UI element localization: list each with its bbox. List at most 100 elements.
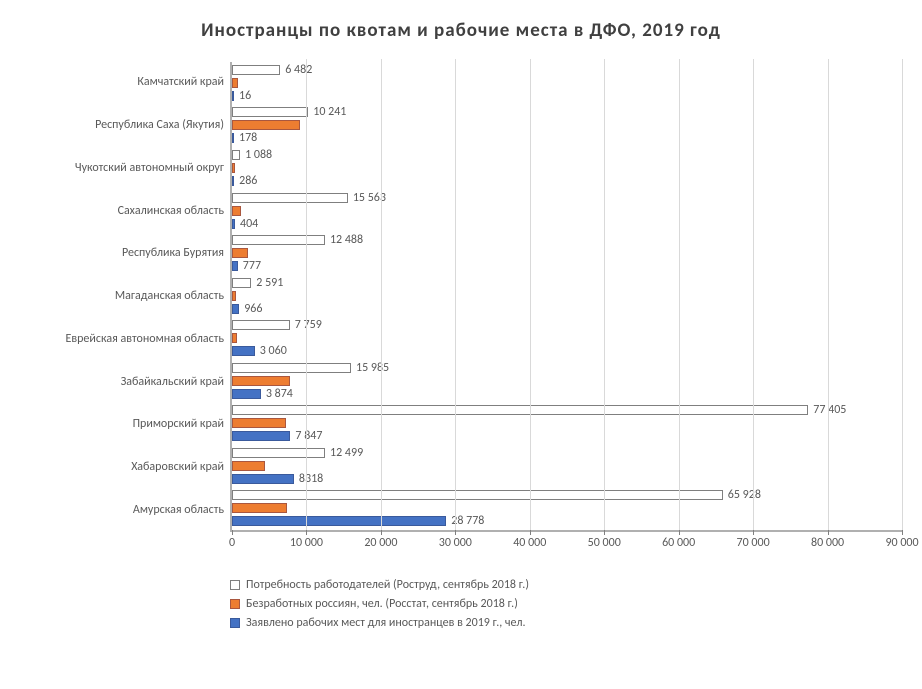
bar-row [232, 333, 902, 343]
bar-row: 2 591 [232, 276, 902, 290]
bar [232, 431, 290, 441]
legend: Потребность работодателей (Роструд, сент… [230, 578, 902, 630]
bar [232, 389, 261, 399]
bar-row: 1 088 [232, 148, 902, 162]
gridline [306, 59, 307, 530]
category-label: Еврейская автономная область [20, 318, 224, 361]
bar-groups: 6 4821610 2411781 08828615 56340412 4887… [232, 62, 902, 530]
bar-value-label: 286 [239, 174, 257, 188]
bar-group: 2 591966 [232, 274, 902, 317]
bar [232, 65, 280, 75]
category-label: Республика Бурятия [20, 233, 224, 276]
bar [232, 107, 308, 117]
legend-item: Безработных россиян, чел. (Росстат, сент… [230, 597, 902, 611]
bar-row [232, 291, 902, 301]
legend-label: Заявлено рабочих мест для иностранцев в … [246, 616, 525, 630]
bar [232, 193, 348, 203]
bar [232, 346, 255, 356]
x-tick-label: 40 000 [513, 530, 546, 550]
plot-area: Камчатский крайРеспублика Саха (Якутия)Ч… [20, 62, 902, 532]
x-tick-label: 30 000 [439, 530, 472, 550]
bar [232, 333, 237, 343]
bar-value-label: 8318 [299, 472, 323, 486]
bar-group: 7 7593 060 [232, 317, 902, 360]
bar-value-label: 12 499 [330, 446, 363, 460]
bar-group: 65 928 28 778 [232, 487, 902, 530]
bar [232, 120, 300, 130]
bar [232, 163, 235, 173]
bar-row: 3 060 [232, 344, 902, 358]
bar-row [232, 461, 902, 471]
gridline [753, 59, 754, 530]
legend-swatch [230, 618, 240, 628]
legend-item: Заявлено рабочих мест для иностранцев в … [230, 616, 902, 630]
category-label: Чукотский автономный округ [20, 147, 224, 190]
bar [232, 448, 325, 458]
category-label: Амурская область [20, 489, 224, 532]
gridline [604, 59, 605, 530]
bar [232, 206, 241, 216]
x-tick-label: 10 000 [290, 530, 323, 550]
bar-value-label: 6 482 [285, 63, 312, 77]
bar-value-label: 10 241 [313, 105, 346, 119]
y-axis-labels: Камчатский крайРеспублика Саха (Якутия)Ч… [20, 62, 230, 532]
bar-value-label: 3 060 [260, 344, 287, 358]
bar-value-label: 16 [239, 89, 251, 103]
bar [232, 91, 234, 101]
legend-label: Безработных россиян, чел. (Росстат, сент… [246, 597, 518, 611]
bar [232, 133, 234, 143]
plot: 6 4821610 2411781 08828615 56340412 4887… [230, 62, 902, 532]
bar [232, 304, 239, 314]
bar-row [232, 418, 902, 428]
bar [232, 248, 248, 258]
bar-value-label: 77 405 [813, 403, 846, 417]
gridline [530, 59, 531, 530]
bar [232, 176, 234, 186]
bar-row: 3 874 [232, 387, 902, 401]
bar [232, 278, 251, 288]
gridline [679, 59, 680, 530]
bar-row: 777 [232, 259, 902, 273]
bar-group: 10 241 178 [232, 104, 902, 147]
gridline [381, 59, 382, 530]
x-tick-label: 90 000 [885, 530, 918, 550]
legend-item: Потребность работодателей (Роструд, сент… [230, 578, 902, 592]
x-tick-label: 70 000 [737, 530, 770, 550]
category-label: Камчатский край [20, 62, 224, 105]
bar-group: 15 985 3 874 [232, 359, 902, 402]
gridline [455, 59, 456, 530]
bar-row: 12 499 [232, 446, 902, 460]
bar-value-label: 777 [243, 259, 261, 273]
bar [232, 363, 351, 373]
x-tick-label: 0 [229, 530, 235, 550]
bar-group: 15 563 404 [232, 189, 902, 232]
bar-row: 15 563 [232, 191, 902, 205]
category-label: Сахалинская область [20, 190, 224, 233]
bar-row: 77 405 [232, 403, 902, 417]
x-tick-label: 80 000 [811, 530, 844, 550]
bar-row: 178 [232, 131, 902, 145]
bar-row: 65 928 [232, 488, 902, 502]
bar-value-label: 15 985 [356, 361, 389, 375]
bar-row: 404 [232, 217, 902, 231]
bar-row: 7 847 [232, 429, 902, 443]
bar [232, 78, 238, 88]
bar-group: 77 405 7 847 [232, 402, 902, 445]
category-label: Хабаровский край [20, 446, 224, 489]
bar-row [232, 376, 902, 386]
gridline [902, 59, 903, 530]
legend-swatch [230, 599, 240, 609]
chart-container: Иностранцы по квотам и рабочие места в Д… [0, 0, 922, 689]
bar-value-label: 3 874 [266, 387, 293, 401]
bar-value-label: 65 928 [728, 488, 761, 502]
bar [232, 150, 240, 160]
bar-value-label: 7 847 [295, 429, 322, 443]
bar-row: 286 [232, 174, 902, 188]
bar-row [232, 503, 902, 513]
bar-row: 28 778 [232, 514, 902, 528]
bar-row: 6 482 [232, 63, 902, 77]
bar-value-label: 404 [240, 217, 258, 231]
x-tick-label: 60 000 [662, 530, 695, 550]
bar-group: 6 482 16 [232, 62, 902, 105]
bar-row [232, 120, 902, 130]
